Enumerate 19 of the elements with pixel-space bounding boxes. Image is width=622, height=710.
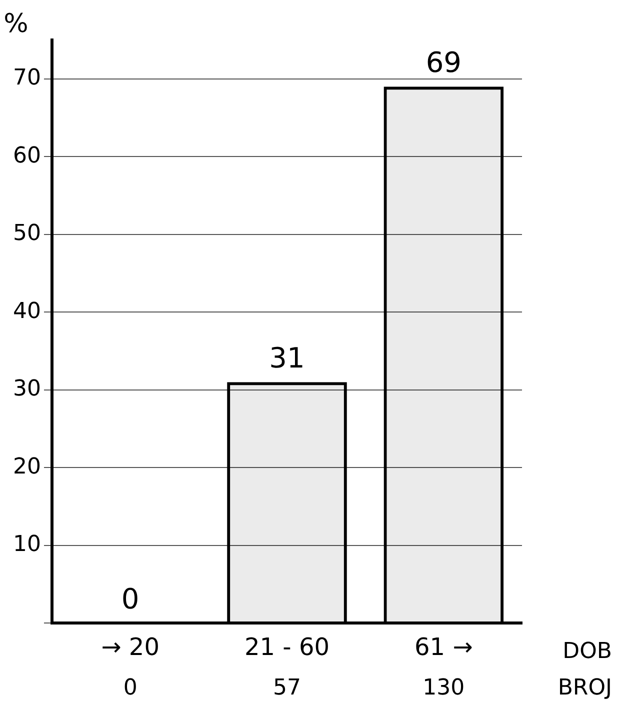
- x-tick-label: 61 →: [414, 632, 473, 661]
- data-label: 69: [426, 46, 462, 79]
- y-tick-label: 10: [12, 532, 41, 558]
- y-tick-label: 40: [12, 298, 41, 324]
- text: BROJ: [558, 676, 612, 701]
- data-label: 0: [121, 582, 140, 616]
- y-tick-label: 50: [12, 221, 41, 246]
- text: 130: [422, 676, 465, 701]
- y-tick-label: 30: [12, 376, 41, 402]
- x-axis-title: DOB: [562, 638, 612, 664]
- x-tick-label: 21 - 60: [244, 632, 330, 661]
- x-tick-label: → 20: [101, 632, 160, 661]
- text: 57: [272, 676, 301, 701]
- y-tick-label: 70: [12, 66, 41, 91]
- y-tick-label: 60: [12, 143, 41, 168]
- y-tick-label: 20: [12, 454, 41, 480]
- y-axis-title: %: [4, 8, 28, 39]
- text: 0: [123, 676, 138, 701]
- data-label: 31: [269, 341, 305, 374]
